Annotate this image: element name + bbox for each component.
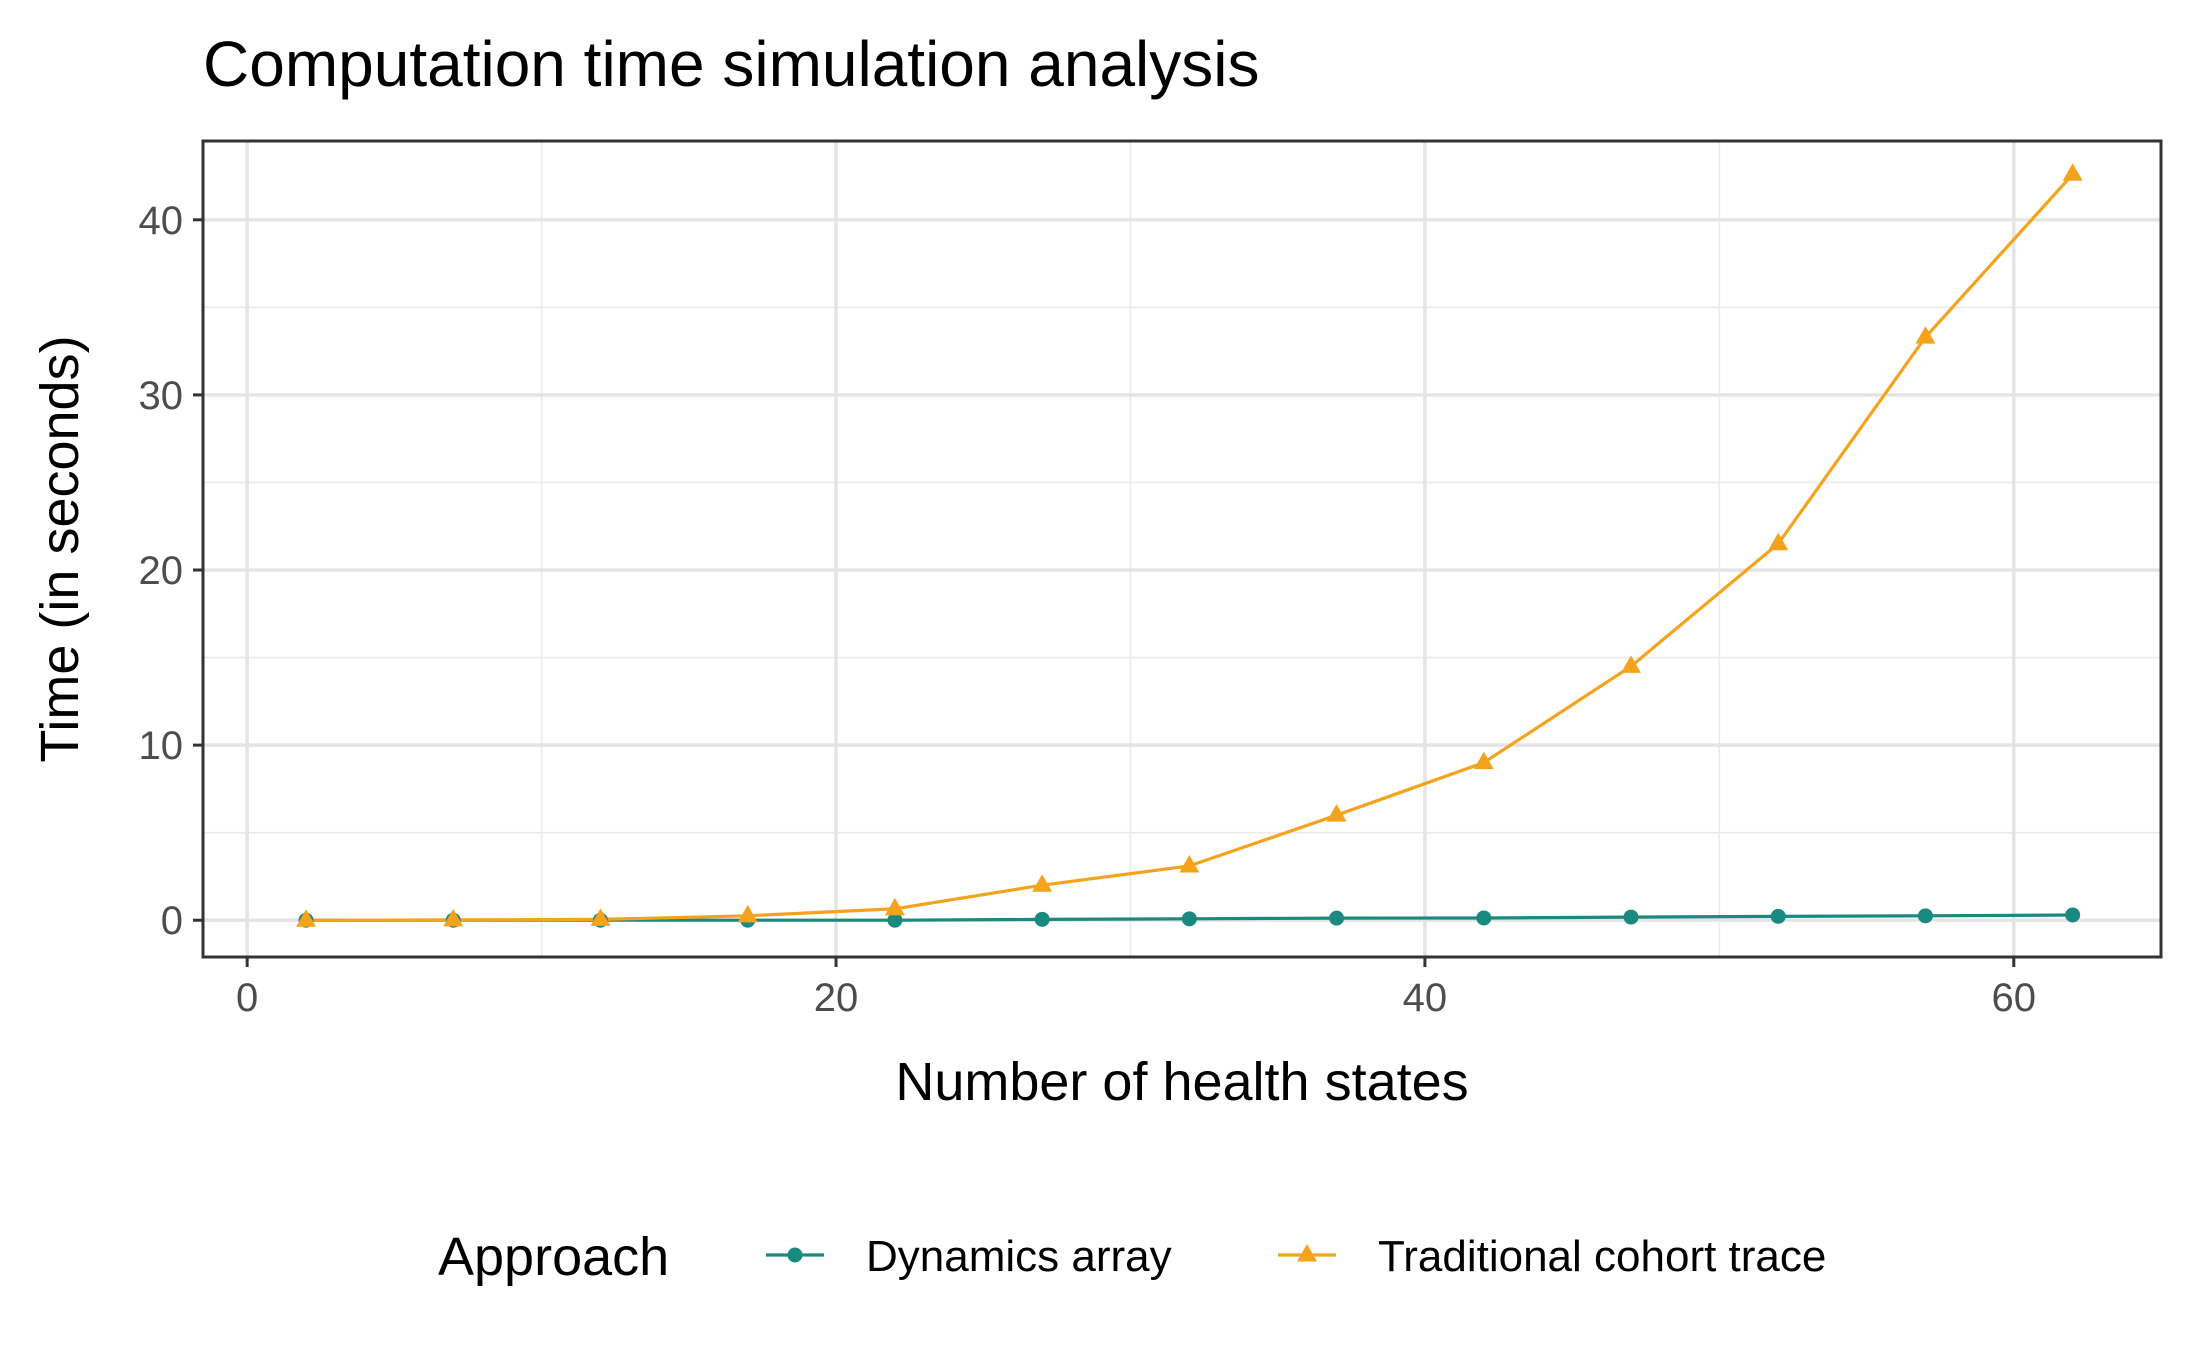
series-2-point	[1032, 874, 1053, 892]
legend: Approach Dynamics array Traditional cohor…	[438, 1227, 1826, 1287]
series-2-point	[737, 904, 758, 923]
series-2-point	[1326, 804, 1347, 822]
y-tick-label: 30	[139, 374, 184, 418]
series-1-point	[1917, 908, 1933, 924]
y-tick-label: 0	[161, 899, 183, 943]
plot-panel-border	[201, 139, 2163, 959]
series-1-point	[1770, 908, 1786, 924]
series-2-point	[296, 909, 317, 927]
x-tick-label: 20	[814, 976, 859, 1020]
grid-minor	[203, 141, 2161, 957]
legend-title: Approach	[438, 1227, 669, 1287]
series-2-point	[2062, 163, 2083, 181]
x-axis-ticks: 0 20 40 60	[236, 957, 2036, 1020]
legend-label: Traditional cohort trace	[1378, 1232, 1826, 1281]
legend-items: Dynamics array Traditional cohort trace	[766, 1232, 1826, 1281]
y-axis-title: Time (in seconds)	[30, 335, 90, 762]
y-tick-label: 20	[139, 549, 184, 593]
x-axis-title: Number of health states	[895, 1052, 1468, 1112]
y-tick-label: 40	[139, 199, 184, 243]
series-points	[296, 163, 2083, 928]
series-1-point	[1181, 911, 1197, 927]
y-axis-ticks: 0 10 20 30 40	[139, 199, 203, 943]
series-1-point	[1623, 909, 1639, 925]
series-2-point	[884, 897, 905, 916]
x-tick-label: 60	[1992, 976, 2037, 1020]
series-2-point	[1915, 326, 1936, 344]
legend-label: Dynamics array	[866, 1232, 1172, 1281]
legend-key-marker	[1297, 1244, 1317, 1262]
series-2-point	[443, 908, 464, 927]
series-1-point	[887, 912, 903, 928]
series-2-point	[1473, 751, 1494, 770]
series-2-point	[1621, 655, 1642, 673]
x-tick-label: 40	[1403, 976, 1448, 1020]
series-2-point	[1179, 854, 1200, 873]
x-tick-label: 0	[236, 976, 258, 1020]
series-2-point	[1768, 532, 1789, 551]
legend-key-marker	[787, 1247, 803, 1263]
series-1-point	[1034, 911, 1050, 927]
series-1-point	[2065, 907, 2081, 923]
chart-title: Computation time simulation analysis	[203, 28, 1259, 100]
series-1-point	[1476, 910, 1492, 926]
y-tick-label: 10	[139, 724, 184, 768]
series-2-point	[590, 908, 611, 926]
series-1-point	[1329, 910, 1345, 926]
